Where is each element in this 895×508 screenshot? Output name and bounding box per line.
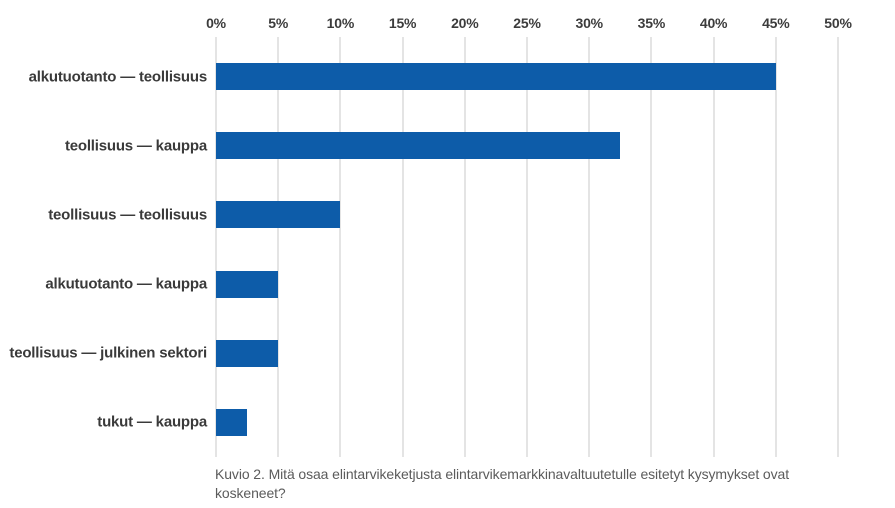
category-label: teollisuus — teollisuus xyxy=(48,206,207,224)
category-label: alkutuotanto — kauppa xyxy=(45,275,207,293)
bar xyxy=(216,270,279,298)
chart-caption: Kuvio 2. Mitä osaa elintarvikeketjusta e… xyxy=(215,466,789,501)
x-axis-tick-label: 0% xyxy=(206,15,226,31)
x-axis-tick-label: 15% xyxy=(388,15,417,31)
x-axis-tick-label: 40% xyxy=(699,15,728,31)
gridline xyxy=(774,37,777,457)
x-axis-tick-label: 45% xyxy=(762,15,790,31)
bar xyxy=(216,408,248,436)
bar xyxy=(216,201,341,229)
x-axis-tick-label: 35% xyxy=(637,15,666,31)
x-axis-tick-label: 25% xyxy=(513,15,541,31)
gridline xyxy=(712,37,715,457)
gridline xyxy=(650,37,653,457)
gridline xyxy=(463,37,466,457)
category-label: alkutuotanto — teollisuus xyxy=(28,68,208,86)
x-axis-tick-label: 30% xyxy=(575,15,603,31)
bar xyxy=(216,132,621,160)
x-axis-tick-label: 50% xyxy=(824,15,852,31)
category-label: teollisuus — julkinen sektori xyxy=(9,344,207,362)
gridline xyxy=(837,37,839,457)
gridline xyxy=(215,37,217,457)
category-label: tukut — kauppa xyxy=(97,413,207,431)
gridline xyxy=(401,37,404,457)
gridline xyxy=(526,37,528,457)
gridline xyxy=(588,37,591,457)
bar xyxy=(216,339,279,367)
bar xyxy=(216,63,776,91)
x-axis-tick-label: 5% xyxy=(268,15,289,31)
x-axis-tick-label: 20% xyxy=(451,15,479,31)
x-axis-tick-label: 10% xyxy=(326,15,355,31)
gridline xyxy=(339,37,342,457)
gridline xyxy=(277,37,280,457)
category-label: teollisuus — kauppa xyxy=(64,137,207,155)
